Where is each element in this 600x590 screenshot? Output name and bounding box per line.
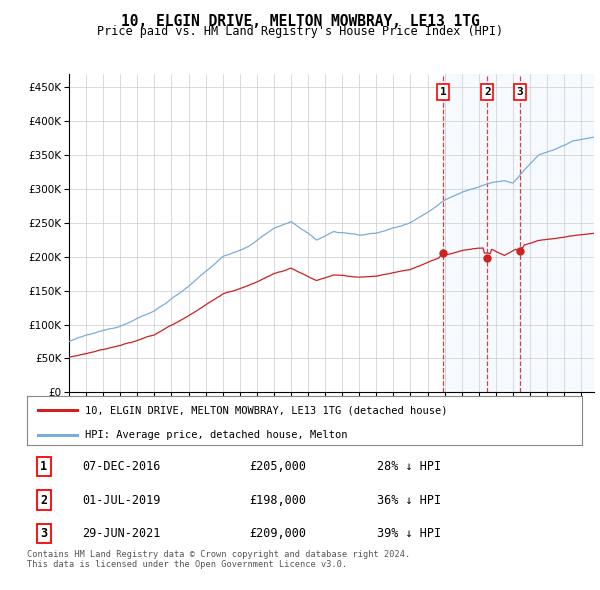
Text: This data is licensed under the Open Government Licence v3.0.: This data is licensed under the Open Gov…	[27, 560, 347, 569]
Text: £205,000: £205,000	[249, 460, 306, 473]
Text: 3: 3	[517, 87, 523, 97]
Text: 10, ELGIN DRIVE, MELTON MOWBRAY, LE13 1TG: 10, ELGIN DRIVE, MELTON MOWBRAY, LE13 1T…	[121, 14, 479, 28]
Text: 39% ↓ HPI: 39% ↓ HPI	[377, 527, 441, 540]
Text: 36% ↓ HPI: 36% ↓ HPI	[377, 493, 441, 507]
Text: 1: 1	[440, 87, 446, 97]
Text: 01-JUL-2019: 01-JUL-2019	[83, 493, 161, 507]
Text: Contains HM Land Registry data © Crown copyright and database right 2024.: Contains HM Land Registry data © Crown c…	[27, 550, 410, 559]
Text: 29-JUN-2021: 29-JUN-2021	[83, 527, 161, 540]
Text: 07-DEC-2016: 07-DEC-2016	[83, 460, 161, 473]
Text: 10, ELGIN DRIVE, MELTON MOWBRAY, LE13 1TG (detached house): 10, ELGIN DRIVE, MELTON MOWBRAY, LE13 1T…	[85, 405, 448, 415]
Text: £198,000: £198,000	[249, 493, 306, 507]
Bar	[443, 74, 594, 392]
Text: 3: 3	[40, 527, 47, 540]
Text: £209,000: £209,000	[249, 527, 306, 540]
Text: Price paid vs. HM Land Registry's House Price Index (HPI): Price paid vs. HM Land Registry's House …	[97, 25, 503, 38]
Text: HPI: Average price, detached house, Melton: HPI: Average price, detached house, Melt…	[85, 430, 348, 440]
Text: 2: 2	[484, 87, 491, 97]
Text: 2: 2	[40, 493, 47, 507]
Text: 1: 1	[40, 460, 47, 473]
Text: 28% ↓ HPI: 28% ↓ HPI	[377, 460, 441, 473]
